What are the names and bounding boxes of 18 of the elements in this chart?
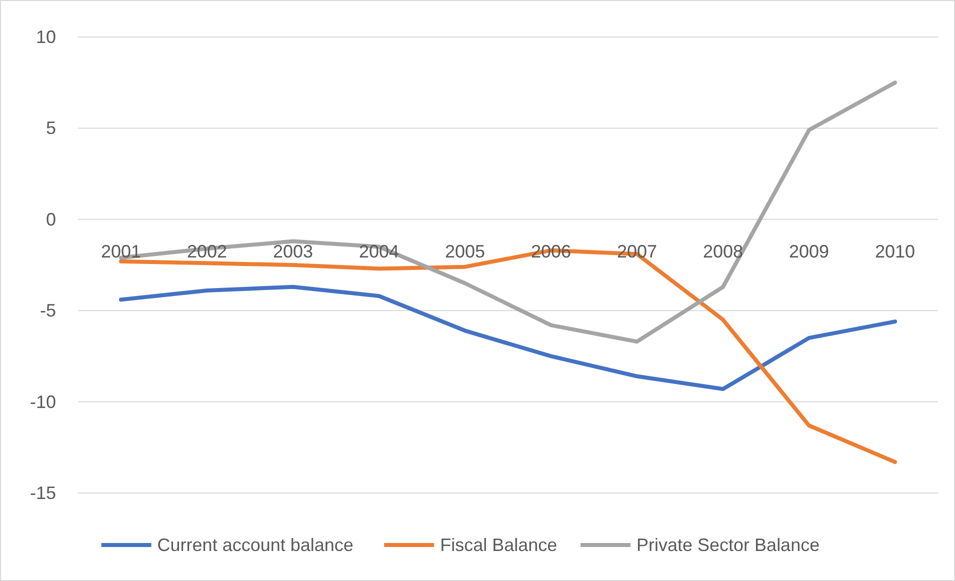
x-tick-label: 2003 bbox=[272, 241, 314, 262]
x-tick-label: 2010 bbox=[874, 241, 916, 262]
y-tick-label: -10 bbox=[30, 392, 56, 412]
y-tick-label: 10 bbox=[36, 27, 56, 47]
line-series bbox=[119, 284, 897, 392]
legend-label: Current account balance bbox=[157, 535, 354, 555]
x-tick-label: 2005 bbox=[444, 241, 486, 262]
x-tick-label: 2009 bbox=[788, 241, 830, 262]
y-tick-label: 5 bbox=[46, 118, 56, 138]
x-tick-label: 2001 bbox=[100, 241, 142, 262]
x-tick-label: 2004 bbox=[358, 241, 400, 262]
y-tick-label: -5 bbox=[40, 300, 56, 321]
x-tick-label: 2008 bbox=[702, 241, 744, 262]
y-tick-label: -15 bbox=[30, 483, 56, 503]
legend-label: Fiscal Balance bbox=[440, 535, 558, 555]
x-tick-label: 2002 bbox=[186, 241, 228, 262]
legend-label: Private Sector Balance bbox=[636, 535, 820, 555]
y-tick-label: 0 bbox=[46, 209, 56, 230]
